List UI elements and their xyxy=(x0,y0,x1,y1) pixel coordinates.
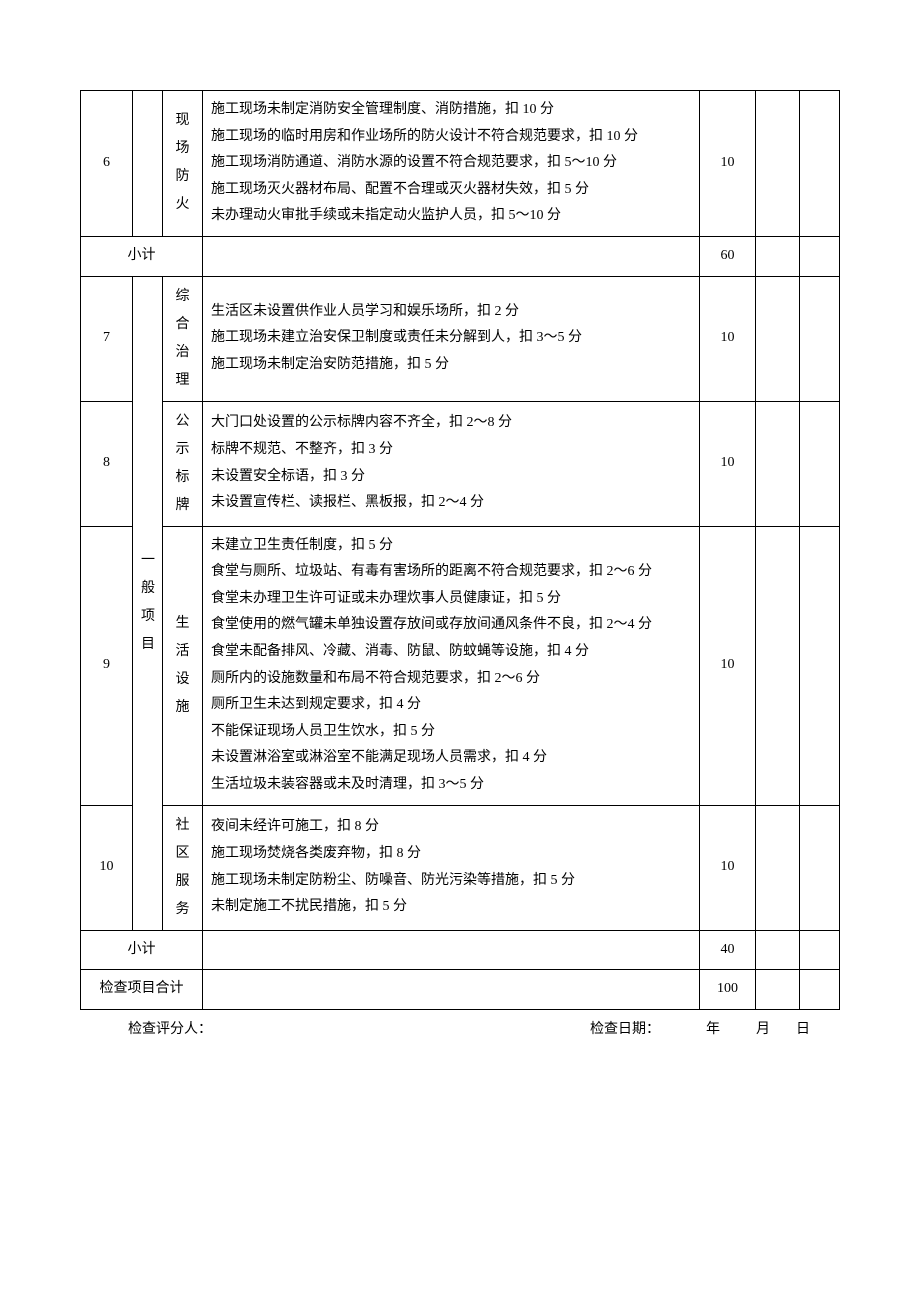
item-score: 10 xyxy=(700,91,756,237)
table-row: 10 社区 服务 夜间未经许可施工，扣 8 分 施工现场焚烧各类废弃物，扣 8 … xyxy=(81,805,840,930)
empty-cell xyxy=(203,930,700,970)
empty-cell xyxy=(756,930,800,970)
item-name: 社区 服务 xyxy=(163,805,203,930)
item-name: 现场 防火 xyxy=(163,91,203,237)
subtotal-row: 小计 60 xyxy=(81,236,840,276)
item-description: 未建立卫生责任制度，扣 5 分 食堂与厕所、垃圾站、有毒有害场所的距离不符合规范… xyxy=(203,526,700,805)
empty-cell xyxy=(756,276,800,401)
item-score: 10 xyxy=(700,401,756,526)
empty-cell xyxy=(203,970,700,1010)
row-number: 7 xyxy=(81,276,133,401)
scorer-label: 检查评分人： xyxy=(128,1018,212,1038)
category-label: 一 般 项 目 xyxy=(133,276,163,930)
empty-cell xyxy=(756,970,800,1010)
empty-cell xyxy=(756,526,800,805)
empty-cell xyxy=(800,805,840,930)
date-month-label: 月 xyxy=(720,1018,770,1038)
item-score: 10 xyxy=(700,805,756,930)
item-name: 公示 标牌 xyxy=(163,401,203,526)
date-section: 检查日期： 年 月 日 xyxy=(590,1018,810,1038)
subtotal-score: 40 xyxy=(700,930,756,970)
row-number: 6 xyxy=(81,91,133,237)
item-name: 生活 设施 xyxy=(163,526,203,805)
item-score: 10 xyxy=(700,276,756,401)
table-row: 6 现场 防火 施工现场未制定消防安全管理制度、消防措施，扣 10 分 施工现场… xyxy=(81,91,840,237)
empty-cell xyxy=(756,805,800,930)
empty-cell xyxy=(800,970,840,1010)
table-row: 8 公示 标牌 大门口处设置的公示标牌内容不齐全，扣 2～8 分 标牌不规范、不… xyxy=(81,401,840,526)
empty-cell xyxy=(203,236,700,276)
date-label: 检查日期： xyxy=(590,1018,660,1038)
empty-cell xyxy=(800,236,840,276)
row-number: 10 xyxy=(81,805,133,930)
subtotal-score: 60 xyxy=(700,236,756,276)
subtotal-label: 小计 xyxy=(81,930,203,970)
item-score: 10 xyxy=(700,526,756,805)
date-year-label: 年 xyxy=(660,1018,720,1038)
table-row: 9 生活 设施 未建立卫生责任制度，扣 5 分 食堂与厕所、垃圾站、有毒有害场所… xyxy=(81,526,840,805)
empty-cell xyxy=(800,930,840,970)
row-number: 9 xyxy=(81,526,133,805)
empty-cell xyxy=(756,401,800,526)
subtotal-row: 小计 40 xyxy=(81,930,840,970)
total-label: 检查项目合计 xyxy=(81,970,203,1010)
item-description: 生活区未设置供作业人员学习和娱乐场所，扣 2 分 施工现场未建立治安保卫制度或责… xyxy=(203,276,700,401)
date-day-label: 日 xyxy=(770,1018,810,1038)
row-number: 8 xyxy=(81,401,133,526)
table-row: 7 一 般 项 目 综合 治理 生活区未设置供作业人员学习和娱乐场所，扣 2 分… xyxy=(81,276,840,401)
empty-cell xyxy=(800,526,840,805)
empty-cell xyxy=(800,91,840,237)
category-cell xyxy=(133,91,163,237)
empty-cell xyxy=(800,401,840,526)
item-description: 大门口处设置的公示标牌内容不齐全，扣 2～8 分 标牌不规范、不整齐，扣 3 分… xyxy=(203,401,700,526)
footer-row: 检查评分人： 检查日期： 年 月 日 xyxy=(80,1018,840,1038)
empty-cell xyxy=(756,236,800,276)
item-description: 施工现场未制定消防安全管理制度、消防措施，扣 10 分 施工现场的临时用房和作业… xyxy=(203,91,700,237)
evaluation-table: 6 现场 防火 施工现场未制定消防安全管理制度、消防措施，扣 10 分 施工现场… xyxy=(80,90,840,1010)
total-score: 100 xyxy=(700,970,756,1010)
item-description: 夜间未经许可施工，扣 8 分 施工现场焚烧各类废弃物，扣 8 分 施工现场未制定… xyxy=(203,805,700,930)
item-name: 综合 治理 xyxy=(163,276,203,401)
total-row: 检查项目合计 100 xyxy=(81,970,840,1010)
empty-cell xyxy=(756,91,800,237)
subtotal-label: 小计 xyxy=(81,236,203,276)
empty-cell xyxy=(800,276,840,401)
